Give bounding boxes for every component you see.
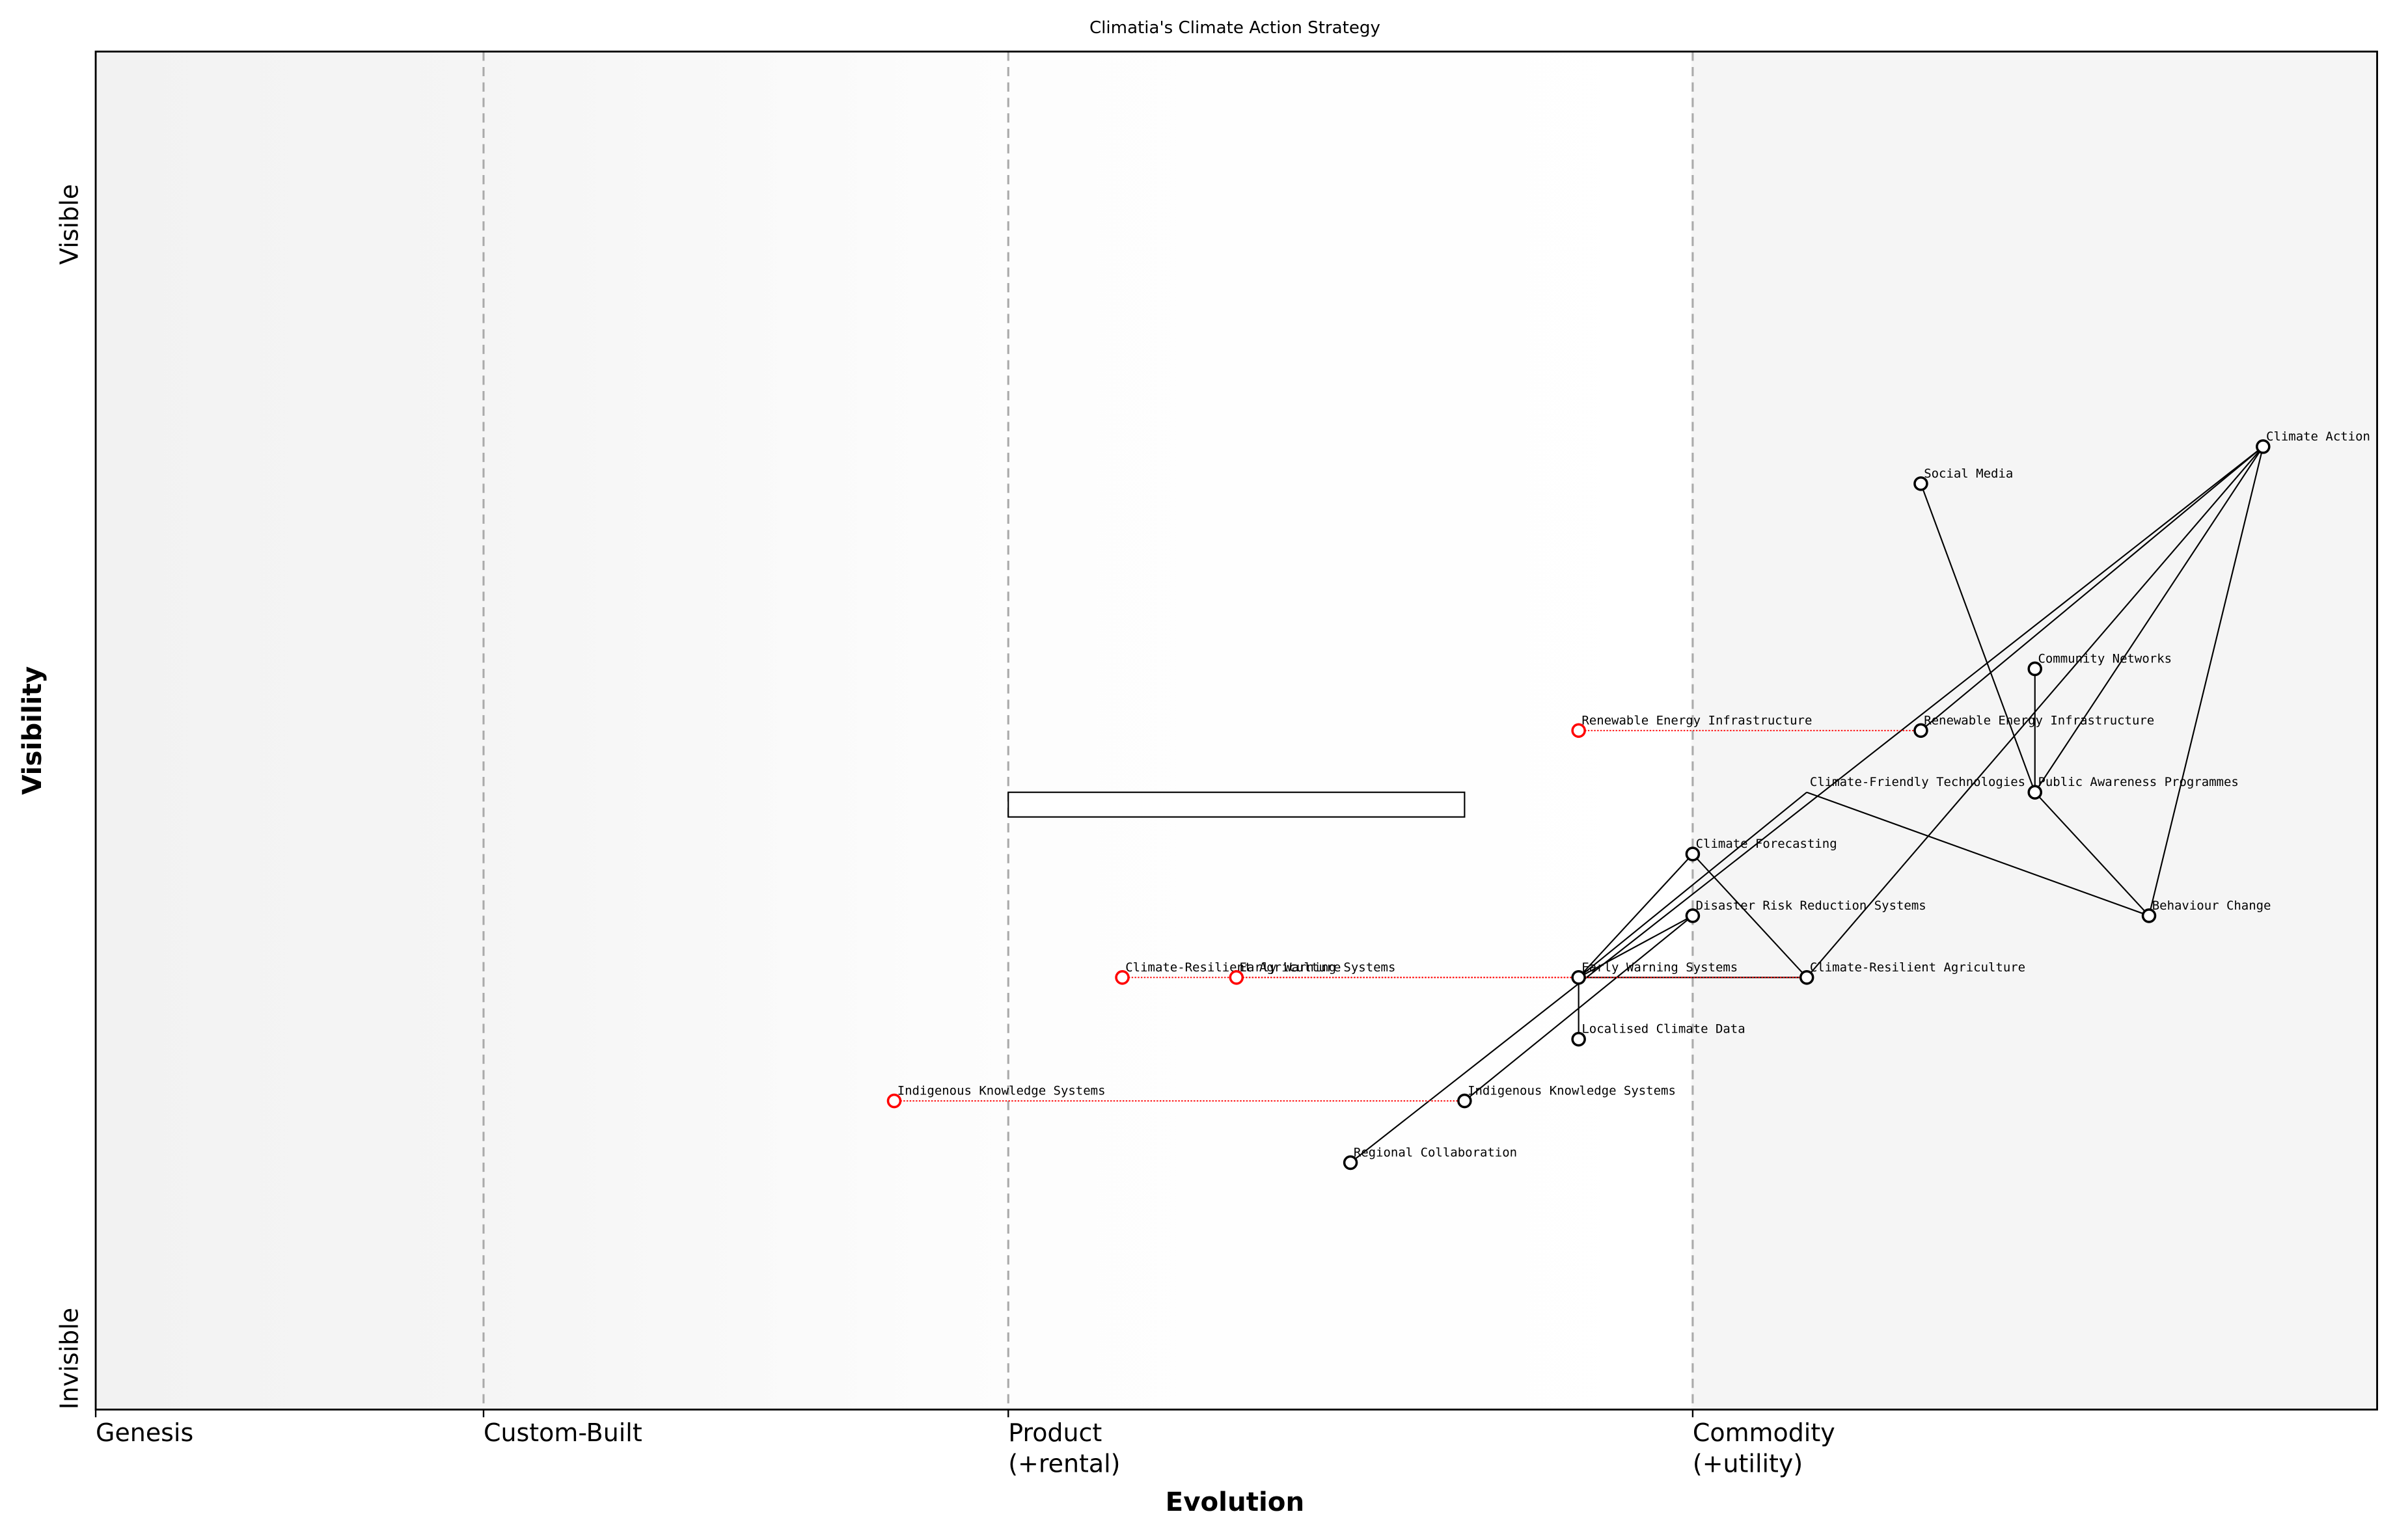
component-label: Climate-Resilient Agriculture xyxy=(1810,960,2025,975)
evolve-label: Renewable Energy Infrastructure xyxy=(1581,713,1812,727)
plot-background xyxy=(96,51,2377,1410)
x-axis-title: Evolution xyxy=(1166,1487,1305,1517)
link xyxy=(1692,853,1807,979)
link xyxy=(1578,915,1693,979)
component-label: Public Awareness Programmes xyxy=(2038,775,2238,789)
pipeline xyxy=(1007,791,1466,818)
component-label: Behaviour Change xyxy=(2152,899,2271,913)
stage-label: Commodity xyxy=(1693,1418,1835,1447)
evolve-marker xyxy=(1115,970,1130,985)
component-label: Social Media xyxy=(1924,467,2013,481)
component-label: Disaster Risk Reduction Systems xyxy=(1696,899,1926,913)
evolve-label: Early Warning Systems xyxy=(1240,960,1396,975)
link xyxy=(2034,446,2264,793)
component xyxy=(1571,1031,1586,1047)
evolve-label: Climate-Resilient Agriculture xyxy=(1125,960,1341,975)
component xyxy=(1913,723,1928,738)
evolve-marker xyxy=(886,1093,902,1109)
evolve-marker xyxy=(1229,970,1244,985)
link xyxy=(1578,791,1807,979)
link xyxy=(2034,791,2150,917)
plot-frame xyxy=(94,50,2378,1411)
stage-label: Product xyxy=(1008,1418,1102,1447)
component xyxy=(1799,970,1814,985)
stage-label: (+utility) xyxy=(1693,1449,1803,1478)
component-label: Climate Forecasting xyxy=(1696,837,1837,851)
link xyxy=(1578,853,1693,979)
component-label: Climate Action xyxy=(2266,429,2370,444)
component xyxy=(1913,476,1928,491)
component xyxy=(1685,846,1701,861)
map-layer: Renewable Energy Infrastructure Climate-R… xyxy=(482,51,2370,1410)
y-bottom-label: Invisible xyxy=(55,1308,84,1410)
component-label: Early Warning Systems xyxy=(1581,960,1738,975)
component xyxy=(2027,661,2043,677)
component-label: Community Networks xyxy=(2038,651,2172,666)
component xyxy=(2256,439,2271,454)
component xyxy=(1685,908,1701,923)
component-label: Localised Climate Data xyxy=(1581,1022,1745,1036)
link xyxy=(1806,791,2150,917)
link xyxy=(1920,446,2264,731)
y-axis-title: Visibility xyxy=(17,666,48,795)
link xyxy=(2148,446,2264,916)
link xyxy=(1920,483,2036,793)
component xyxy=(1343,1155,1358,1170)
evolve-marker xyxy=(1571,723,1586,738)
y-top-label: Visible xyxy=(55,184,84,265)
component-label: Indigenous Knowledge Systems xyxy=(1468,1084,1676,1098)
stage-label: (+rental) xyxy=(1008,1449,1120,1478)
stage-label: Custom-Built xyxy=(484,1418,642,1447)
component xyxy=(1571,970,1586,985)
component-label: Regional Collaboration xyxy=(1354,1145,1517,1159)
component xyxy=(1457,1093,1472,1109)
chart-title: Climatia's Climate Action Strategy xyxy=(1089,18,1380,38)
component-label: Climate-Friendly Technologies xyxy=(1810,775,2025,789)
evolve-label: Indigenous Knowledge Systems xyxy=(897,1084,1106,1098)
component xyxy=(2141,908,2157,923)
link xyxy=(1350,446,2264,1163)
stage-label: Genesis xyxy=(96,1418,193,1447)
component xyxy=(2027,785,2043,800)
component-label: Renewable Energy Infrastructure xyxy=(1924,713,2154,727)
